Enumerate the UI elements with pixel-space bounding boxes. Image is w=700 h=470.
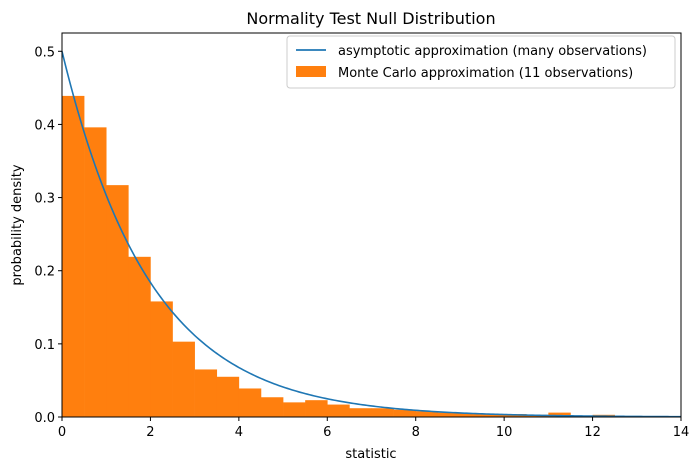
histogram-bar bbox=[216, 376, 240, 417]
y-tick-label: 0.2 bbox=[34, 265, 55, 280]
histogram-bar bbox=[238, 388, 262, 417]
x-tick-label: 6 bbox=[323, 425, 331, 440]
histogram-bars bbox=[62, 95, 682, 418]
x-tick-label: 0 bbox=[58, 425, 66, 440]
asymptotic-line-layer bbox=[61, 51, 682, 418]
histogram-bar bbox=[371, 408, 394, 417]
histogram-bar bbox=[437, 412, 461, 417]
histogram-bar bbox=[283, 402, 306, 417]
legend-box bbox=[286, 35, 676, 89]
y-tick-label: 0.1 bbox=[34, 338, 55, 353]
y-axis-label: probability density bbox=[10, 164, 25, 285]
x-tick-label: 8 bbox=[412, 425, 420, 440]
histogram-bar bbox=[393, 409, 417, 417]
legend-label-monte-carlo: Monte Carlo approximation (11 observatio… bbox=[338, 66, 633, 81]
x-tick-label: 14 bbox=[673, 425, 690, 440]
y-axis-ticks: 0.0 0.1 0.2 0.3 0.4 0.5 bbox=[34, 45, 62, 426]
plot-area-frame bbox=[61, 32, 682, 418]
histogram-bar bbox=[327, 404, 350, 417]
histogram-bar bbox=[62, 95, 85, 417]
histogram-bar bbox=[482, 414, 505, 417]
histogram-bar bbox=[106, 185, 129, 417]
histogram-bar bbox=[459, 413, 483, 417]
chart-title: Normality Test Null Distribution bbox=[246, 9, 495, 28]
legend-bar-swatch bbox=[296, 66, 326, 77]
histogram-bar bbox=[128, 256, 151, 417]
legend-label-asymptotic: asymptotic approximation (many observati… bbox=[338, 44, 647, 59]
x-axis-label: statistic bbox=[345, 447, 396, 462]
asymptotic-curve bbox=[61, 51, 682, 418]
histogram-bar bbox=[349, 408, 372, 417]
x-tick-label: 4 bbox=[235, 425, 243, 440]
y-tick-label: 0.3 bbox=[34, 192, 55, 207]
x-axis-ticks: 0 2 4 6 8 10 12 14 bbox=[58, 417, 689, 440]
histogram-bar bbox=[150, 301, 173, 417]
legend: asymptotic approximation (many observati… bbox=[286, 35, 676, 89]
x-tick-label: 2 bbox=[146, 425, 154, 440]
y-tick-label: 0.5 bbox=[34, 45, 55, 60]
histogram-bar bbox=[84, 127, 107, 418]
y-tick-label: 0.0 bbox=[34, 411, 55, 426]
x-tick-label: 10 bbox=[496, 425, 513, 440]
histogram-bar bbox=[260, 397, 284, 417]
histogram-bar bbox=[415, 411, 439, 417]
x-tick-label: 12 bbox=[584, 425, 601, 440]
histogram-bar bbox=[305, 400, 328, 417]
y-tick-label: 0.4 bbox=[34, 118, 55, 133]
histogram-bar bbox=[172, 341, 195, 417]
histogram-bar bbox=[194, 369, 218, 417]
histogram-bar bbox=[548, 412, 571, 417]
